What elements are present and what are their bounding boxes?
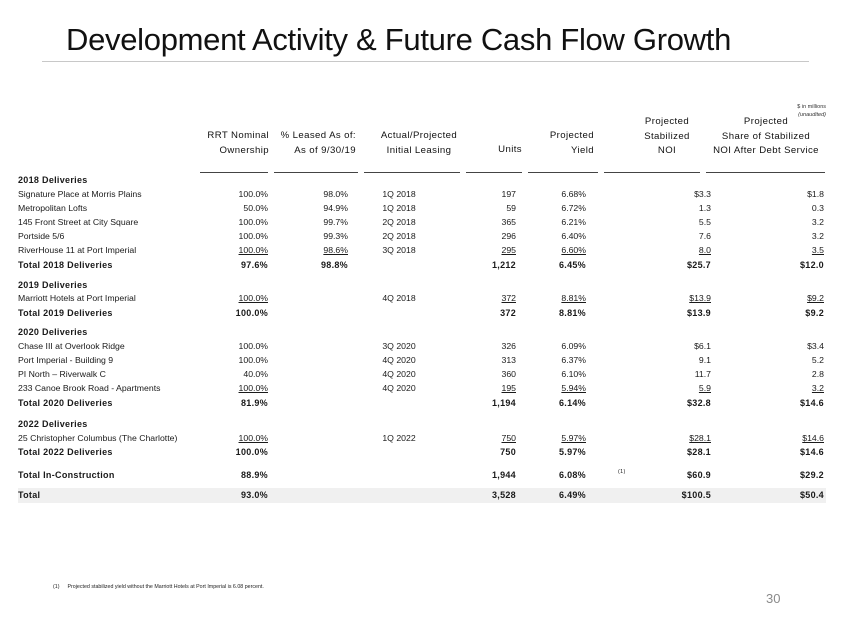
header-ownership: RRT Nominal Ownership (207, 130, 269, 156)
header-units: Units (498, 144, 522, 155)
header-share-noi: Projected Share of Stabilized NOI After … (713, 116, 819, 156)
table-row: Chase III at Overlook Ridge 100.0% 3Q 20… (18, 341, 824, 351)
footnote: (1) Projected stabilized yield without th… (53, 584, 264, 590)
header-leased: % Leased As of: As of 9/30/19 (280, 130, 356, 156)
units-note-line2: (unaudited) (798, 112, 826, 118)
footnote-mark: (1) (53, 584, 60, 590)
table-row: RiverHouse 11 at Port Imperial 100.0% 98… (18, 245, 824, 255)
title-divider (42, 61, 809, 62)
total-row-2019: Total 2019 Deliveries 100.0% 372 8.81% $… (18, 308, 824, 318)
units-note: $ in millions (unaudited) (797, 103, 826, 119)
table-row: Metropolitan Lofts 50.0% 94.9% 1Q 2018 5… (18, 203, 824, 213)
header-initial-leasing: Actual/Projected Initial Leasing (380, 130, 458, 156)
table-row: Portside 5/6 100.0% 99.3% 2Q 2018 296 6.… (18, 231, 824, 241)
units-note-line1: $ in millions (797, 104, 826, 110)
header-underline (200, 172, 825, 173)
page-number: 30 (766, 591, 781, 606)
table-row: 233 Canoe Brook Road - Apartments 100.0%… (18, 383, 824, 393)
section-title-2018: 2018 Deliveries (18, 175, 88, 185)
header-yield: Projected Yield (549, 130, 594, 156)
table-row: 145 Front Street at City Square 100.0% 9… (18, 217, 824, 227)
header-noi: Projected Stabilized NOI (644, 116, 690, 156)
total-row-2022: Total 2022 Deliveries 100.0% 750 5.97% $… (18, 447, 824, 457)
table-row: 25 Christopher Columbus (The Charlotte) … (18, 433, 824, 443)
table-row: PI North – Riverwalk C 40.0% 4Q 2020 360… (18, 369, 824, 379)
table-row: Marriott Hotels at Port Imperial 100.0% … (18, 293, 824, 303)
section-title-2019: 2019 Deliveries (18, 280, 88, 290)
page-title: Development Activity & Future Cash Flow … (66, 22, 732, 57)
table-row: Signature Place at Morris Plains 100.0% … (18, 189, 824, 199)
grand-total-row: Total 93.0% 3,528 6.49% $100.5 $50.4 (18, 488, 826, 503)
table-row: Port Imperial - Building 9 100.0% 4Q 202… (18, 355, 824, 365)
total-in-construction-row: Total In-Construction 88.9% 1,944 6.08% … (18, 468, 826, 482)
section-title-2020: 2020 Deliveries (18, 327, 88, 337)
total-row-2020: Total 2020 Deliveries 81.9% 1,194 6.14% … (18, 398, 824, 408)
total-row-2018: Total 2018 Deliveries 97.6% 98.8% 1,212 … (18, 260, 824, 270)
section-title-2022: 2022 Deliveries (18, 419, 88, 429)
footnote-marker: (1) (618, 469, 626, 475)
footnote-text: Projected stabilized yield without the M… (67, 584, 264, 590)
